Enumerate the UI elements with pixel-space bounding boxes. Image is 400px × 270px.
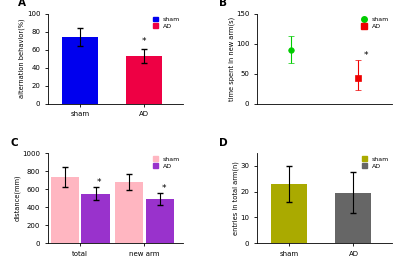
Text: A: A: [18, 0, 26, 8]
Bar: [126, 56, 162, 103]
Bar: [271, 184, 307, 243]
Bar: [146, 199, 174, 243]
Bar: [62, 37, 98, 103]
Legend: sham, AD: sham, AD: [152, 156, 180, 168]
Text: B: B: [219, 0, 227, 8]
Bar: [50, 177, 79, 243]
Bar: [115, 182, 143, 243]
Text: *: *: [97, 178, 102, 187]
Legend: sham, AD: sham, AD: [362, 17, 389, 29]
Text: *: *: [142, 37, 147, 46]
Bar: [82, 194, 110, 243]
Y-axis label: time spent in new arm(s): time spent in new arm(s): [228, 16, 234, 101]
Text: C: C: [10, 138, 18, 148]
Text: *: *: [161, 184, 166, 193]
Text: *: *: [364, 51, 369, 60]
Text: D: D: [219, 138, 228, 148]
Legend: sham, AD: sham, AD: [152, 17, 180, 29]
Y-axis label: alternation behavior(%): alternation behavior(%): [19, 19, 26, 98]
Legend: sham, AD: sham, AD: [362, 156, 389, 168]
Y-axis label: distance(mm): distance(mm): [14, 175, 21, 221]
Y-axis label: entries in total arm(n): entries in total arm(n): [232, 161, 239, 235]
Bar: [336, 193, 372, 243]
